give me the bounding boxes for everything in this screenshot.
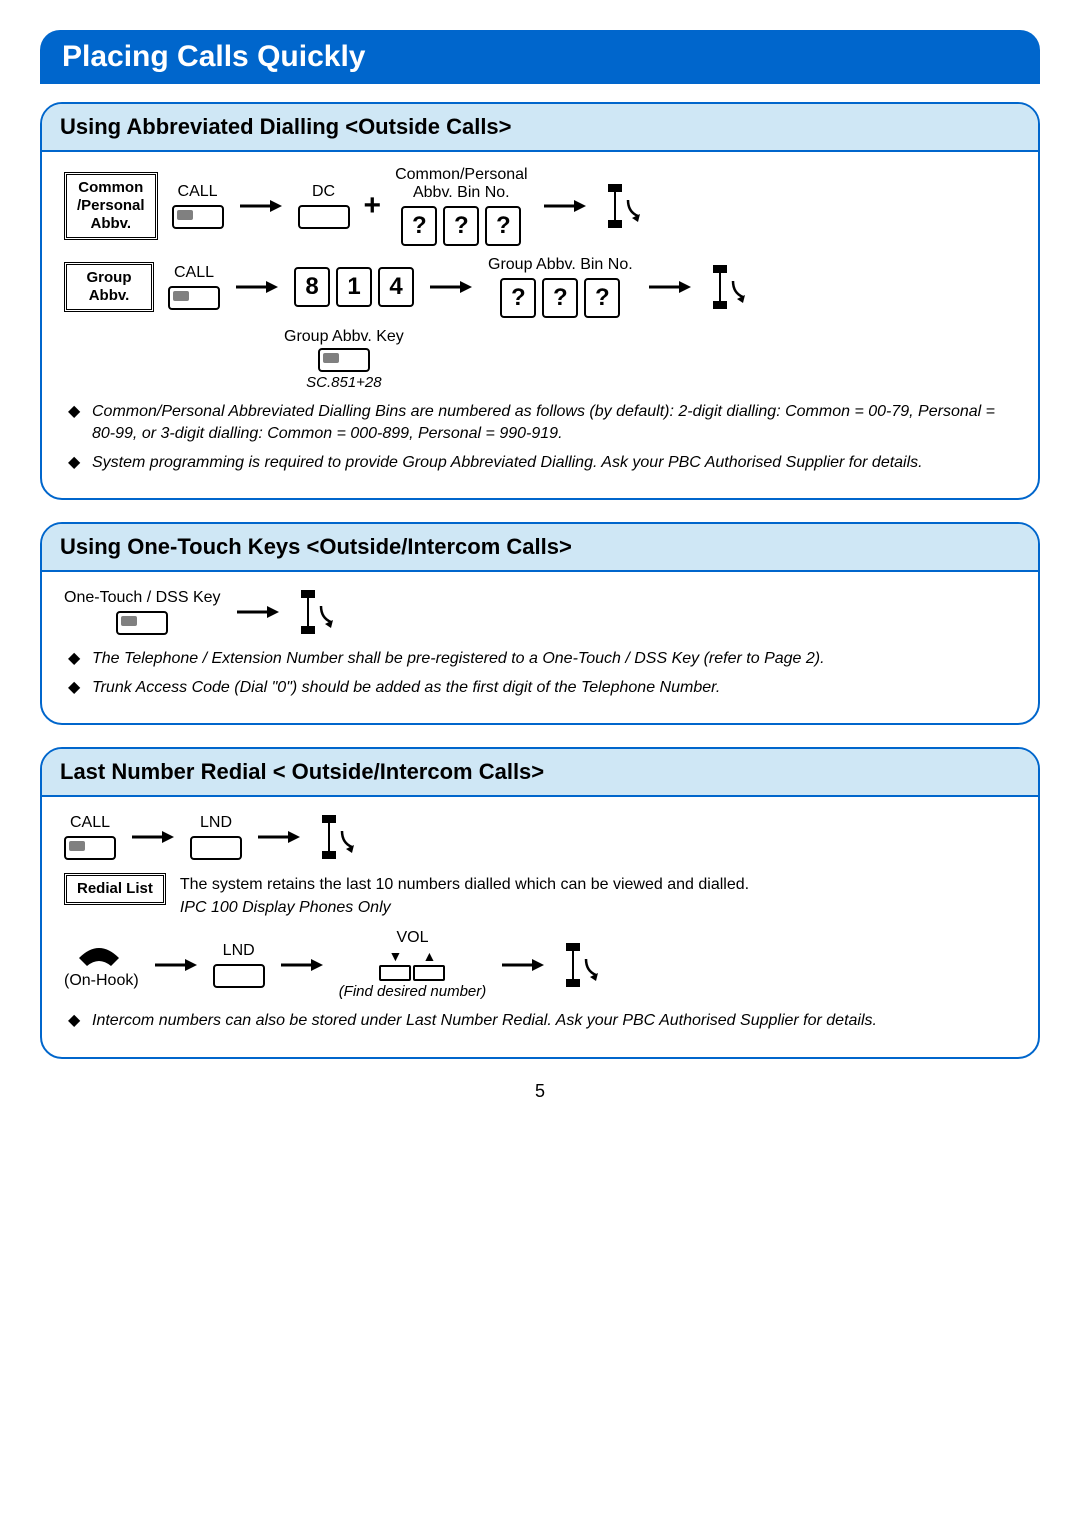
arrow-icon <box>235 602 281 622</box>
section1-header: Using Abbreviated Dialling <Outside Call… <box>42 104 1038 152</box>
handset-lift-icon <box>316 811 364 863</box>
lnd-key-icon <box>213 964 265 988</box>
label-lnd: LND <box>200 814 232 832</box>
arrow-icon <box>130 827 176 847</box>
note-text: System programming is required to provid… <box>64 452 1016 474</box>
call-key-icon <box>172 205 224 229</box>
note-text: The Telephone / Extension Number shall b… <box>64 648 1016 670</box>
vol-up-key <box>413 965 445 981</box>
digit-placeholder-key: ? <box>584 278 620 318</box>
digit-key-1: 1 <box>336 267 372 307</box>
arrow-icon <box>256 827 302 847</box>
label-vol: VOL <box>396 929 428 947</box>
label-call: CALL <box>178 183 218 201</box>
arrow-icon <box>428 277 474 297</box>
label-lnd: LND <box>223 942 255 960</box>
label-call: CALL <box>70 814 110 832</box>
arrow-icon <box>500 955 546 975</box>
digit-key-8: 8 <box>294 267 330 307</box>
arrow-icon <box>279 955 325 975</box>
label-find-number: (Find desired number) <box>339 983 487 1000</box>
digit-placeholder-key: ? <box>500 278 536 318</box>
call-key-icon <box>168 286 220 310</box>
section3-header: Last Number Redial < Outside/Intercom Ca… <box>42 749 1038 797</box>
page-number: 5 <box>40 1081 1040 1102</box>
box-common-personal-abbv: Common /Personal Abbv. <box>64 172 158 240</box>
label-bin-common: Common/Personal Abbv. Bin No. <box>395 166 528 202</box>
label-call: CALL <box>174 264 214 282</box>
one-touch-key-icon <box>116 611 168 635</box>
label-sc-code: SC.851+28 <box>306 374 381 391</box>
digit-placeholder-key: ? <box>443 206 479 246</box>
label-dc: DC <box>312 183 335 201</box>
handset-lift-icon <box>295 586 343 638</box>
note-text: Trunk Access Code (Dial "0") should be a… <box>64 677 1016 699</box>
arrow-icon <box>234 277 280 297</box>
section-last-number-redial: Last Number Redial < Outside/Intercom Ca… <box>40 747 1040 1059</box>
group-abbv-key-icon <box>318 348 370 372</box>
section1-notes: Common/Personal Abbreviated Dialling Bin… <box>64 401 1016 474</box>
arrow-icon <box>238 196 284 216</box>
redial-text: The system retains the last 10 numbers d… <box>180 876 749 893</box>
section2-header: Using One-Touch Keys <Outside/Intercom C… <box>42 524 1038 572</box>
handset-lift-icon <box>560 939 608 991</box>
redial-subtext: IPC 100 Display Phones Only <box>180 899 391 916</box>
note-text: Common/Personal Abbreviated Dialling Bin… <box>64 401 1016 446</box>
dc-key-icon <box>298 205 350 229</box>
label-group-abbv-key: Group Abbv. Key <box>284 328 404 346</box>
note-text: Intercom numbers can also be stored unde… <box>64 1010 1016 1032</box>
section-abbreviated-dialling: Using Abbreviated Dialling <Outside Call… <box>40 102 1040 500</box>
section-one-touch-keys: Using One-Touch Keys <Outside/Intercom C… <box>40 522 1040 725</box>
handset-lift-icon <box>707 261 755 313</box>
section3-notes: Intercom numbers can also be stored unde… <box>64 1010 1016 1032</box>
box-group-abbv: Group Abbv. <box>64 262 154 312</box>
vol-down-key <box>379 965 411 981</box>
digit-placeholder-key: ? <box>542 278 578 318</box>
digit-key-4: 4 <box>378 267 414 307</box>
label-one-touch: One-Touch / DSS Key <box>64 589 221 607</box>
vol-up-icon: ▲ <box>423 949 437 963</box>
lnd-key-icon <box>190 836 242 860</box>
box-redial-list: Redial List <box>64 873 166 905</box>
onhook-handset-icon <box>73 940 129 970</box>
label-bin-group: Group Abbv. Bin No. <box>488 256 633 274</box>
plus-icon: + <box>364 189 382 223</box>
handset-lift-icon <box>602 180 650 232</box>
section2-notes: The Telephone / Extension Number shall b… <box>64 648 1016 699</box>
digit-placeholder-key: ? <box>485 206 521 246</box>
vol-down-icon: ▼ <box>389 949 403 963</box>
label-on-hook: (On-Hook) <box>64 972 139 990</box>
redial-description: The system retains the last 10 numbers d… <box>180 873 749 919</box>
arrow-icon <box>542 196 588 216</box>
page-title: Placing Calls Quickly <box>40 30 1040 84</box>
call-key-icon <box>64 836 116 860</box>
arrow-icon <box>647 277 693 297</box>
arrow-icon <box>153 955 199 975</box>
digit-placeholder-key: ? <box>401 206 437 246</box>
